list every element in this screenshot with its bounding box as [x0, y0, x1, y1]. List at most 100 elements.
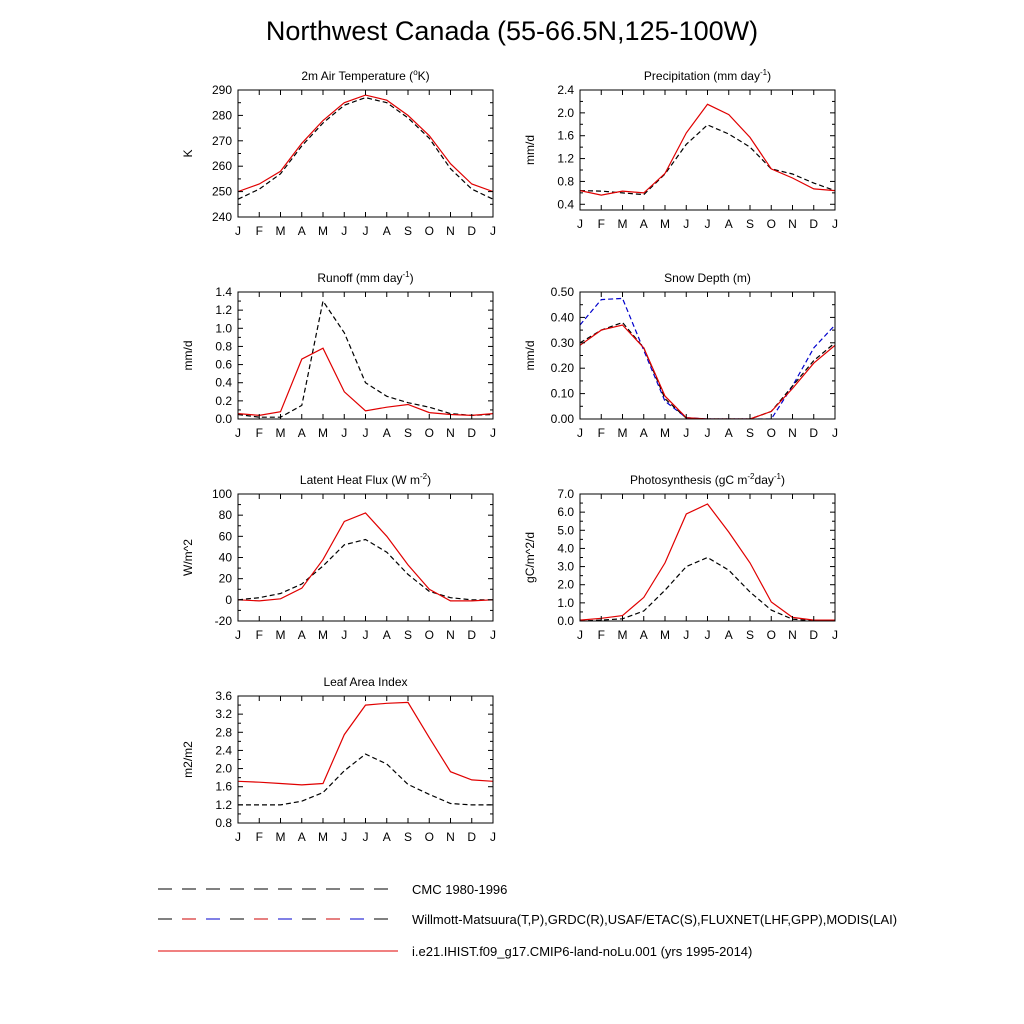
x-tick-label: D [809, 426, 818, 440]
x-tick-label: M [276, 628, 286, 642]
legend-label: CMC 1980-1996 [412, 882, 507, 897]
series-line-0 [238, 96, 493, 200]
legend-item-2: i.e21.IHIST.f09_g17.CMIP6-land-noLu.001 … [158, 944, 752, 959]
x-tick-label: A [640, 217, 648, 231]
x-tick-label: D [809, 628, 818, 642]
x-tick-label: F [598, 217, 605, 231]
y-tick-label: 0.10 [551, 387, 575, 401]
y-axis-label: W/m^2 [181, 539, 195, 576]
series-line-0 [580, 124, 835, 196]
chart-panel-3: J F M A M J J A S O N D J0.000.100.200.300.400.50Sno… [523, 271, 838, 440]
y-tick-label: 1.2 [215, 798, 232, 812]
series-line-2 [580, 324, 835, 419]
x-tick-label: J [363, 628, 369, 642]
x-tick-label: J [235, 426, 241, 440]
x-tick-label: D [467, 830, 476, 844]
x-tick-label: M [660, 217, 670, 231]
x-tick-label: J [341, 426, 347, 440]
x-tick-label: J [683, 426, 689, 440]
chart-title: Leaf Area Index [323, 675, 407, 689]
x-tick-label: N [446, 628, 455, 642]
series-line-1 [238, 701, 493, 786]
y-tick-label: 2.8 [215, 725, 232, 739]
y-tick-label: 0.0 [557, 614, 574, 628]
y-tick-label: 0.8 [215, 816, 232, 830]
chart-title: Photosynthesis (gC m-2day-1) [630, 472, 785, 487]
y-tick-label: 0.30 [551, 336, 575, 350]
x-tick-label: D [467, 426, 476, 440]
y-tick-label: 5.0 [557, 523, 574, 537]
x-tick-label: J [363, 224, 369, 238]
chart-panel-6: J F M A M J J A S O N D J0.81.21.62.02.42.83.23.6Lea… [181, 675, 496, 844]
x-tick-label: N [788, 217, 797, 231]
x-tick-label: J [490, 426, 496, 440]
y-tick-label: 2.4 [557, 83, 574, 97]
legend-item-0: CMC 1980-1996 [158, 882, 507, 897]
y-tick-label: 0.8 [215, 339, 232, 353]
x-tick-label: M [618, 628, 628, 642]
x-tick-label: M [276, 830, 286, 844]
x-tick-label: A [725, 426, 733, 440]
y-tick-label: 60 [219, 529, 233, 543]
x-tick-label: S [404, 426, 412, 440]
y-tick-label: 0.0 [215, 412, 232, 426]
y-tick-label: 2.0 [215, 762, 232, 776]
x-tick-label: J [235, 628, 241, 642]
x-tick-label: M [660, 628, 670, 642]
y-tick-label: -20 [215, 614, 233, 628]
y-tick-label: 3.6 [215, 689, 232, 703]
x-tick-label: F [598, 426, 605, 440]
x-tick-label: O [425, 426, 434, 440]
chart-title: Runoff (mm day-1) [317, 270, 413, 285]
x-tick-label: J [490, 224, 496, 238]
x-tick-label: A [640, 426, 648, 440]
x-tick-label: A [298, 426, 306, 440]
x-tick-label: J [832, 217, 838, 231]
x-tick-label: J [577, 217, 583, 231]
y-tick-label: 0.4 [557, 197, 574, 211]
x-tick-label: J [705, 217, 711, 231]
y-tick-label: 0 [225, 593, 232, 607]
y-tick-label: 3.0 [557, 560, 574, 574]
x-tick-label: N [446, 830, 455, 844]
x-tick-label: M [318, 830, 328, 844]
y-tick-label: 0.4 [215, 376, 232, 390]
x-tick-label: D [809, 217, 818, 231]
x-tick-label: S [746, 628, 754, 642]
x-tick-label: F [256, 830, 263, 844]
y-axis-label: mm/d [523, 135, 537, 165]
x-tick-label: A [383, 426, 391, 440]
y-axis-label: gC/m^2/d [523, 532, 537, 583]
x-tick-label: M [276, 224, 286, 238]
plot-frame [579, 291, 836, 420]
y-tick-label: 0.2 [215, 394, 232, 408]
x-tick-label: J [235, 224, 241, 238]
legend-label: Willmott-Matsuura(T,P),GRDC(R),USAF/ETAC… [412, 912, 897, 927]
y-tick-label: 20 [219, 572, 233, 586]
series-line-1 [580, 321, 835, 419]
x-tick-label: J [577, 628, 583, 642]
y-axis-label: m2/m2 [181, 741, 195, 778]
series-line-1 [580, 103, 835, 196]
x-tick-label: F [256, 224, 263, 238]
x-tick-label: M [318, 628, 328, 642]
series-line-0 [238, 538, 493, 601]
x-tick-label: J [363, 426, 369, 440]
x-tick-label: F [256, 628, 263, 642]
x-tick-label: A [725, 217, 733, 231]
y-tick-label: 1.6 [557, 129, 574, 143]
x-tick-label: J [683, 628, 689, 642]
y-tick-label: 4.0 [557, 541, 574, 555]
y-tick-label: 280 [212, 108, 232, 122]
x-tick-label: N [788, 628, 797, 642]
x-tick-label: O [767, 217, 776, 231]
chart-title: Precipitation (mm day-1) [644, 68, 771, 83]
y-tick-label: 80 [219, 508, 233, 522]
y-tick-label: 1.4 [215, 285, 232, 299]
x-tick-label: J [683, 217, 689, 231]
x-tick-label: O [425, 628, 434, 642]
page-title: Northwest Canada (55-66.5N,125-100W) [265, 16, 759, 46]
